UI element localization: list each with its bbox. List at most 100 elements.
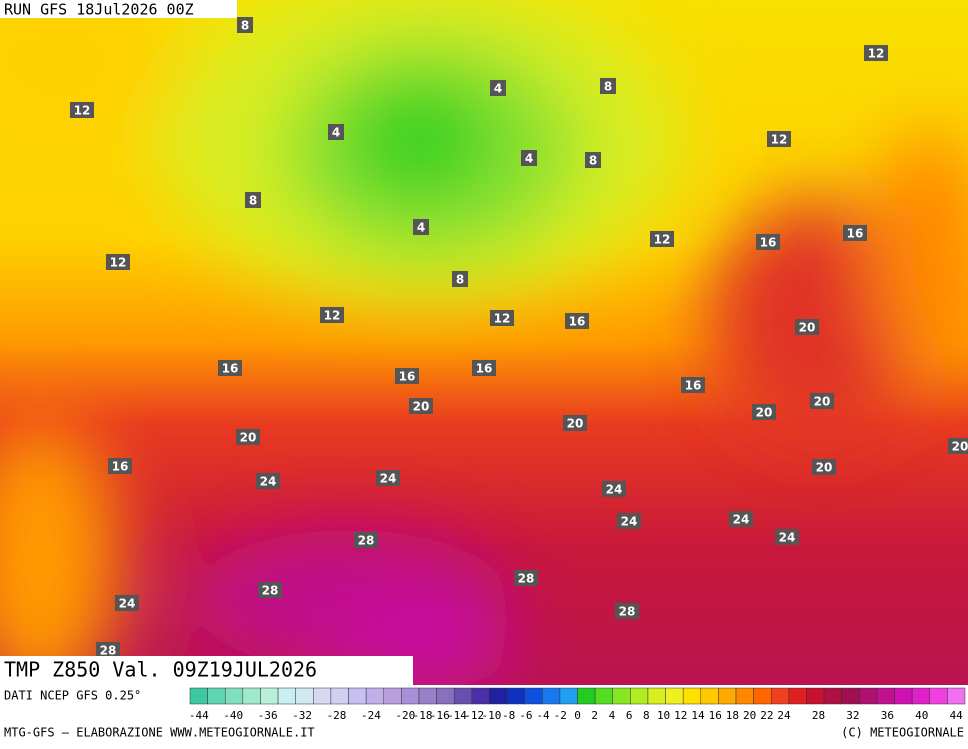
contour-label-box — [681, 377, 705, 393]
contour-label-box — [585, 152, 601, 168]
colorbar-swatch — [876, 687, 895, 705]
contour-label: 28 — [518, 572, 535, 586]
contour-label-box — [563, 415, 587, 431]
contour-labels: 8 12 4 4 8 12 4 8 8 12 4 12 8 12 16 16 12 12 16 20 16 16 16 16 2… — [70, 17, 968, 658]
colorbar-label: 18 — [726, 709, 739, 722]
contour-label: 16 — [399, 370, 416, 384]
colorbar-swatch — [682, 687, 702, 705]
contour-label-box — [320, 307, 344, 323]
colorbar-swatch — [647, 687, 666, 705]
contour-label: 24 — [380, 472, 397, 486]
colorbar-swatch — [841, 687, 860, 705]
contour-label: 8 — [249, 194, 257, 208]
contour-label: 12 — [494, 312, 511, 326]
contour-label-box — [395, 368, 419, 384]
contour-label-box — [115, 595, 139, 611]
contour-label: 8 — [241, 19, 249, 33]
contour-label: 16 — [847, 227, 864, 241]
contour-label: 12 — [654, 233, 671, 247]
colorbar-swatch — [471, 687, 490, 705]
contour-label: 24 — [260, 475, 277, 489]
colorbar-swatch — [242, 687, 261, 705]
contour-label-box — [514, 570, 538, 586]
colorbar-label: 44 — [950, 709, 964, 722]
colorbar-swatch — [929, 687, 948, 705]
contour-label-box — [565, 313, 589, 329]
colorbar-swatch — [771, 687, 790, 705]
contour-label-box — [490, 80, 506, 96]
colorbar-label: 36 — [881, 709, 894, 722]
colorbar-swatch — [735, 687, 754, 705]
colorbar-swatch — [542, 687, 561, 705]
contour-label: 16 — [760, 236, 777, 250]
contour-label: 24 — [621, 515, 638, 529]
contour-label: 16 — [685, 379, 702, 393]
contour-label-box — [843, 225, 867, 241]
contour-label-box — [615, 603, 639, 619]
colorbar-label: -10 — [481, 709, 501, 722]
contour-label-box — [767, 131, 791, 147]
contour-label-box — [106, 254, 130, 270]
colorbar-label: -16 — [430, 709, 450, 722]
colorbar-label: 4 — [609, 709, 616, 722]
contour-label: 24 — [606, 483, 623, 497]
data-source: DATI NCEP GFS 0.25° — [4, 689, 141, 703]
colorbar-label: 12 — [674, 709, 687, 722]
colorbar-swatch — [559, 687, 578, 705]
contour-label: 24 — [733, 513, 750, 527]
contour-label-box — [258, 582, 282, 598]
contour-label: 28 — [262, 584, 279, 598]
colorbar-swatch — [401, 687, 420, 705]
contour-label-box — [70, 102, 94, 118]
colorbar-swatch — [436, 687, 455, 705]
colorbar-swatch — [594, 687, 613, 705]
colorbar-label: -24 — [361, 709, 381, 722]
colorbar-swatch — [365, 687, 384, 705]
colorbar-swatch — [207, 687, 226, 705]
contour-label-box — [236, 429, 260, 445]
colorbar-swatch — [506, 687, 525, 705]
colorbar-swatch — [947, 687, 966, 705]
colorbar-label: -2 — [554, 709, 567, 722]
footer-left: MTG-GFS — ELABORAZIONE WWW.METEOGIORNALE… — [4, 726, 315, 740]
contour-label: 4 — [494, 82, 502, 96]
contour-label-box — [413, 219, 429, 235]
colorbar-swatch — [418, 687, 437, 705]
colorbar-label: 40 — [915, 709, 928, 722]
contour-label: 12 — [74, 104, 91, 118]
contour-label: 16 — [569, 315, 586, 329]
colorbar-label: -8 — [502, 709, 515, 722]
colorbar-swatch — [630, 687, 649, 705]
colorbar-label: 16 — [709, 709, 722, 722]
contour-label: 20 — [240, 431, 257, 445]
colorbar-swatch — [700, 687, 719, 705]
contour-label-box — [521, 150, 537, 166]
colorbar-label: 2 — [591, 709, 598, 722]
colorbar-label: 14 — [691, 709, 705, 722]
contour-label: 28 — [619, 605, 636, 619]
colorbar: -44 -40 -36 -32 -28 -24 -20-18-16-14-12-10 -8 -6… — [189, 687, 966, 722]
colorbar-swatch — [665, 687, 684, 705]
contour-label-box — [452, 271, 468, 287]
contour-label-box — [650, 231, 674, 247]
colorbar-swatch — [260, 687, 279, 705]
contour-label: 4 — [332, 126, 340, 140]
contour-label: 12 — [110, 256, 127, 270]
contour-label-box — [948, 438, 968, 454]
contour-label-box — [472, 360, 496, 376]
colorbar-label: -14 — [447, 709, 467, 722]
colorbar-swatch — [313, 687, 332, 705]
title-box — [0, 656, 413, 685]
colorbar-label: 0 — [574, 709, 581, 722]
contour-label-box — [245, 192, 261, 208]
colorbar-swatch — [823, 687, 842, 705]
colorbar-swatch — [894, 687, 913, 705]
contour-label: 28 — [100, 644, 117, 658]
contour-label: 12 — [324, 309, 341, 323]
colorbar-swatch — [859, 687, 878, 705]
colorbar-swatch — [524, 687, 543, 705]
contour-label: 4 — [525, 152, 533, 166]
contour-label-box — [218, 360, 242, 376]
colorbar-label: -28 — [327, 709, 347, 722]
